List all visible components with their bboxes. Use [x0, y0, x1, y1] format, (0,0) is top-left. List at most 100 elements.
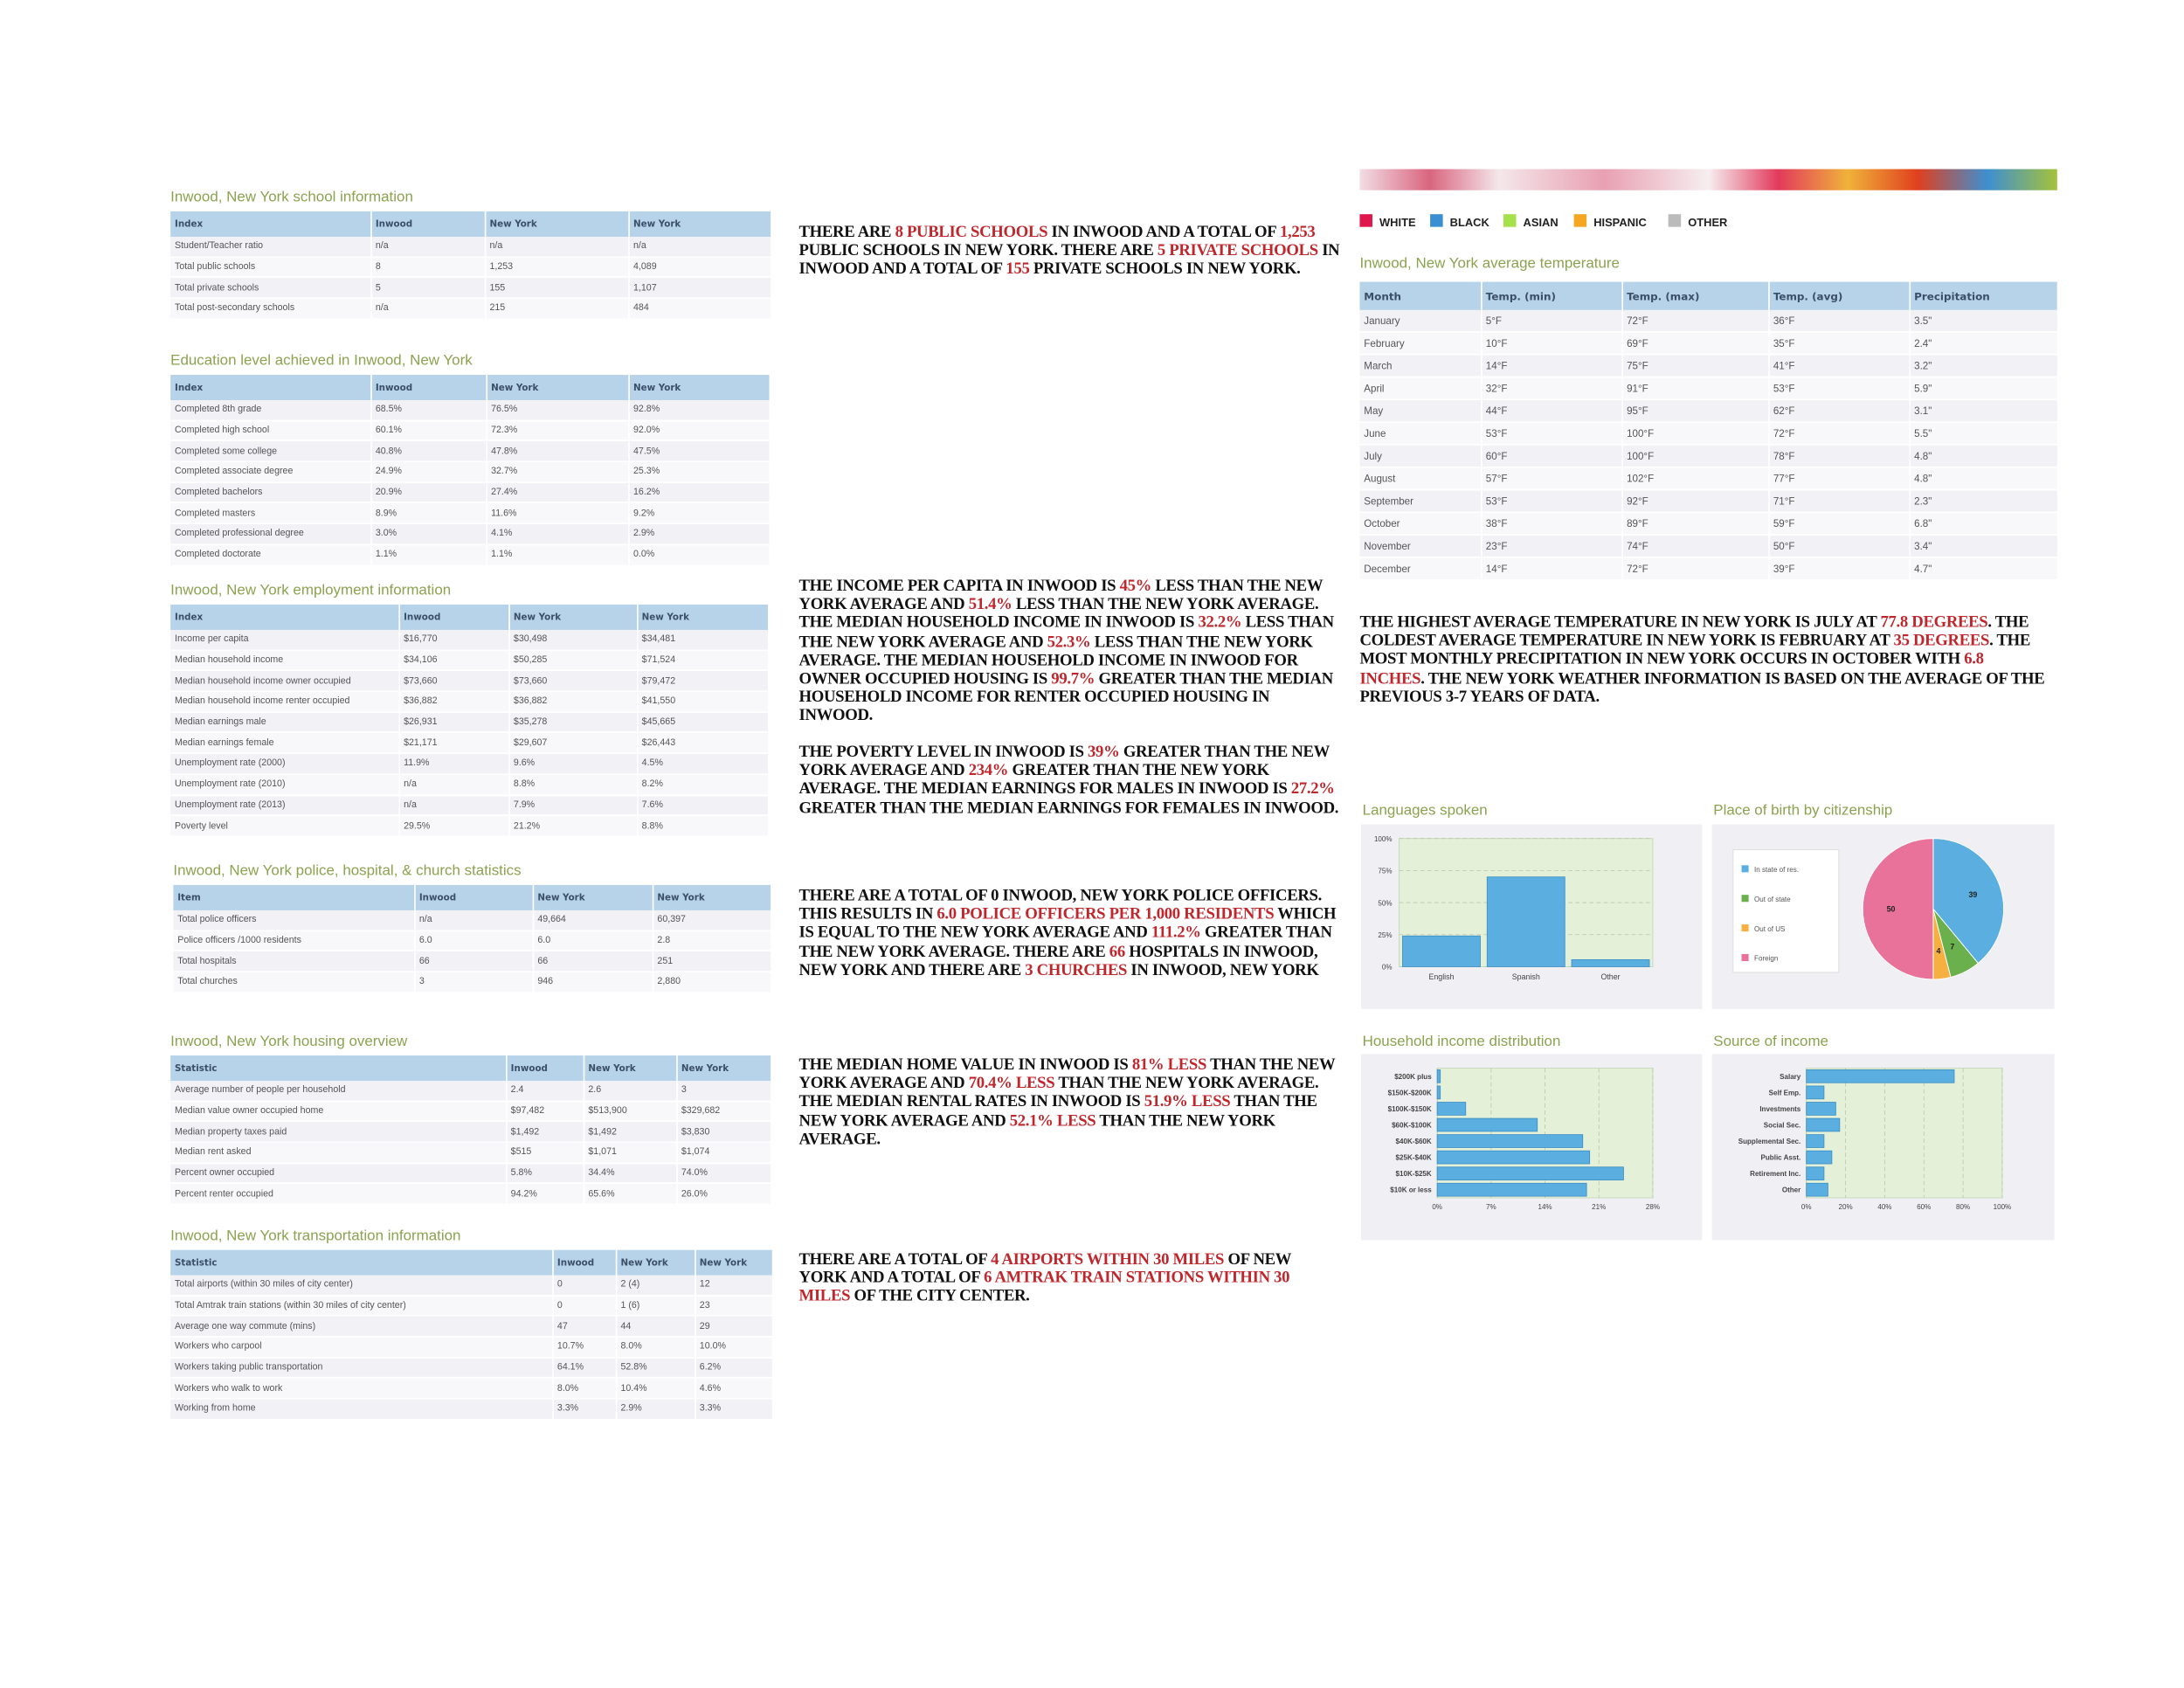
x-tick-label: 100%	[1994, 1203, 2012, 1211]
table-cell: $1,074	[676, 1142, 772, 1164]
highlight: 39%	[1088, 742, 1120, 761]
table-cell: 2.6	[583, 1081, 677, 1102]
table-cell: Workers taking public transportation	[170, 1357, 554, 1380]
table-section: Inwood, New York housing overview Statist…	[170, 1033, 772, 1206]
table-cell: Total private schools	[170, 277, 371, 300]
highlight: 111.2%	[1151, 924, 1201, 943]
header-row: Statistic Inwood New York New York	[170, 1055, 772, 1082]
slice-label: 50	[1887, 905, 1896, 914]
table-cell: 47	[552, 1316, 617, 1338]
text-run: . THE NEW YORK WEATHER INFORMATION IS BA…	[1359, 668, 2045, 706]
table-cell: Workers who carpool	[170, 1336, 554, 1359]
text-run: GREATER THAN THE NEW YORK AVERAGE. THERE…	[798, 924, 1332, 961]
highlight: 155	[1006, 259, 1030, 279]
data-table: Month Temp. (min) Temp. (max) Temp. (avg) Pr…	[1359, 281, 2058, 581]
table-cell: 39°F	[1768, 557, 1911, 581]
table-cell: 4.7"	[1909, 557, 2058, 581]
table-cell: 8.8%	[637, 815, 769, 837]
table-row: Total post-secondary schools n/a 215 484	[170, 298, 772, 320]
table-cell: 60.1%	[370, 419, 487, 442]
text-run: IN INWOOD, NEW YORK	[1127, 960, 1319, 979]
bar	[1806, 1166, 1825, 1180]
data-table: Index Inwood New York New York Income per ca…	[170, 604, 769, 837]
table-cell: $79,472	[637, 670, 769, 693]
highlight: 51.9% LESS	[1144, 1092, 1231, 1111]
table-row: Completed professional degree 3.0% 4.1% 2.9…	[170, 523, 771, 545]
highlight: 66	[1109, 942, 1125, 961]
y-tick-label: Retirement Inc.	[1750, 1170, 1800, 1178]
text-run: THAN THE NEW YORK AVERAGE.	[798, 1110, 1276, 1149]
table-cell: 2.8	[652, 930, 772, 952]
highlight: 3 CHURCHES	[1025, 960, 1128, 979]
table-head: Statistic Inwood New York New York	[170, 1249, 773, 1276]
table-row: May 44°F 95°F 62°F 3.1"	[1359, 399, 2058, 423]
legend-label: BLACK	[1450, 216, 1490, 229]
table-row: Median household income renter occupied $…	[170, 691, 769, 713]
bar	[1436, 1182, 1587, 1197]
highlight: 77.8 DEGREES	[1880, 612, 1988, 632]
text-run: LESS THAN THE NEW YORK AVERAGE AND	[798, 576, 1324, 613]
bar	[1571, 958, 1650, 967]
table-cell: 60°F	[1481, 444, 1623, 468]
bar	[1806, 1117, 1841, 1132]
y-tick-label: Other	[1782, 1186, 1801, 1194]
table-cell: $515	[506, 1142, 584, 1164]
table-row: Median earnings male $26,931 $35,278 $45,66…	[170, 711, 769, 734]
table-cell: 14°F	[1481, 354, 1623, 378]
table-cell: Completed bachelors	[170, 482, 371, 504]
table-cell: 5.9"	[1909, 377, 2058, 401]
y-tick-label: Investments	[1759, 1105, 1800, 1113]
table-cell: 155	[484, 277, 630, 300]
highlight: 27.2%	[1290, 779, 1335, 799]
text-run: . THE MOST MONTHLY PRECIPITATION IN NEW …	[1359, 631, 2030, 669]
table-row: Poverty level 29.5% 21.2% 8.8%	[170, 815, 769, 837]
bar	[1806, 1085, 1825, 1100]
table-row: June 53°F 100°F 72°F 5.5"	[1359, 422, 2058, 446]
column-header: Month	[1359, 281, 1482, 310]
table-cell: Unemployment rate (2013)	[170, 794, 400, 817]
bar	[1806, 1182, 1828, 1197]
table-cell: December	[1359, 557, 1482, 581]
legend-swatch	[1430, 214, 1443, 227]
x-tick-label: 14%	[1538, 1203, 1552, 1211]
table-row: Median household income owner occupied $7…	[170, 670, 769, 693]
table-cell: 62°F	[1768, 399, 1911, 423]
table-row: Workers who walk to work 8.0% 10.4% 4.6%	[170, 1378, 773, 1400]
table-cell: 72.3%	[486, 419, 630, 442]
x-tick-label: 21%	[1592, 1203, 1606, 1211]
y-tick-label: $25K-$40K	[1396, 1153, 1432, 1161]
section-title: Inwood, New York transportation informat…	[170, 1227, 461, 1245]
summary-paragraph: THE INCOME PER CAPITA IN INWOOD IS 45% L…	[799, 577, 1344, 725]
table-cell: 5°F	[1481, 309, 1623, 333]
table-section: Inwood, New York employment information I…	[170, 582, 769, 837]
table-head: Item Inwood New York New York	[173, 884, 772, 910]
table-cell: $26,931	[398, 711, 510, 734]
highlight: 35 DEGREES	[1893, 631, 1990, 650]
legend-label: HISPANIC	[1593, 216, 1647, 229]
table-cell: $41,550	[637, 691, 769, 713]
bar	[1806, 1134, 1825, 1148]
table-cell: 95°F	[1621, 399, 1769, 423]
table-cell: $73,660	[508, 670, 638, 693]
table-row: Median property taxes paid $1,492 $1,492 $3…	[170, 1121, 772, 1144]
x-tick-label: 28%	[1646, 1203, 1660, 1211]
table-cell: 11.6%	[486, 502, 630, 525]
table-cell: 5.5"	[1909, 422, 2058, 446]
legend-swatch	[1741, 953, 1749, 961]
table-cell: 69°F	[1621, 331, 1769, 356]
text-run: THAN THE NEW YORK AVERAGE AND	[798, 1092, 1317, 1130]
table-cell: 78°F	[1768, 444, 1911, 468]
table-row: Completed masters 8.9% 11.6% 9.2%	[170, 502, 771, 525]
chart-title: Household income distribution	[1363, 1033, 1561, 1049]
table-cell: 91°F	[1621, 377, 1769, 401]
legend-label: WHITE	[1379, 216, 1416, 229]
table-cell: $1,492	[506, 1121, 584, 1144]
table-cell: 47.8%	[486, 440, 630, 463]
text-run: LESS THAN THE NEW YORK AVERAGE AND	[798, 613, 1335, 651]
table-cell: 60,397	[652, 910, 772, 931]
table-cell: Workers who walk to work	[170, 1378, 554, 1400]
table-cell: 100°F	[1621, 444, 1769, 468]
y-tick-label: Social Sec.	[1764, 1121, 1801, 1129]
